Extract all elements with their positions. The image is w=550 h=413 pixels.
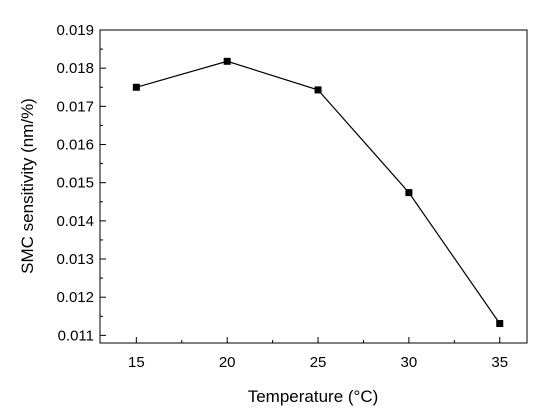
y-tick-label: 0.017 xyxy=(56,98,94,115)
y-tick-label: 0.016 xyxy=(56,137,94,154)
x-axis-ticks: 15 20 25 30 35 xyxy=(128,337,508,371)
y-tick-label: 0.011 xyxy=(58,327,94,344)
x-axis-title: Temperature (°C) xyxy=(248,387,379,406)
y-tick-label: 0.018 xyxy=(56,60,94,77)
data-point xyxy=(132,83,140,91)
y-tick-label: 0.019 xyxy=(56,22,94,39)
x-tick-label: 25 xyxy=(310,354,327,371)
y-axis-ticks: 0.011 0.012 0.013 0.014 0.015 0.016 0.017 0.018… xyxy=(56,22,106,344)
data-point xyxy=(223,57,231,65)
series-group xyxy=(132,57,504,328)
x-tick-label: 20 xyxy=(219,354,236,371)
x-tick-label: 35 xyxy=(491,354,508,371)
y-tick-label: 0.013 xyxy=(56,251,94,268)
data-point xyxy=(314,86,322,94)
data-point xyxy=(496,320,504,328)
y-axis-title: SMC sensitivity (nm/%) xyxy=(18,98,37,274)
x-tick-label: 15 xyxy=(128,354,145,371)
y-tick-label: 0.015 xyxy=(56,175,94,192)
y-tick-label: 0.014 xyxy=(56,213,94,230)
data-point xyxy=(405,189,413,197)
series-line xyxy=(136,60,501,324)
x-tick-label: 30 xyxy=(401,354,418,371)
plot-frame xyxy=(99,29,528,344)
y-tick-label: 0.012 xyxy=(56,289,94,306)
